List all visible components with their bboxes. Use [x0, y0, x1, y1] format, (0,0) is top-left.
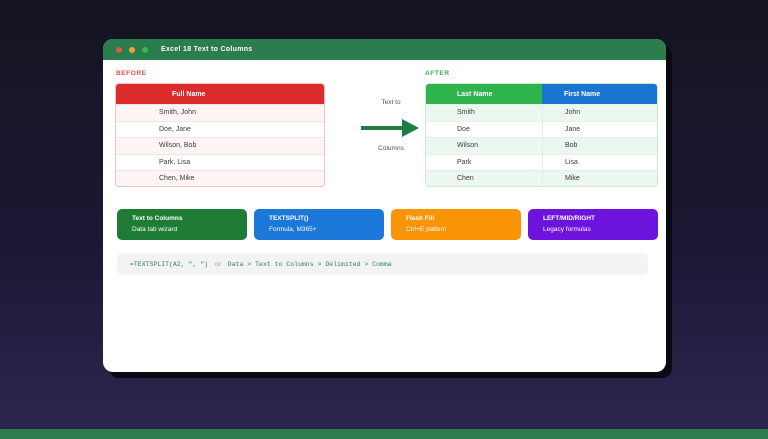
- table-row: Smith John: [426, 104, 657, 121]
- minimize-button[interactable]: [129, 46, 135, 53]
- after-table-header-lastname: Last Name: [426, 84, 542, 104]
- arrow-head: [402, 119, 419, 137]
- before-label: BEFORE: [116, 70, 147, 77]
- window-titlebar: Excel 18 Text to Columns: [103, 39, 666, 60]
- transform-label-bottom: Columns: [378, 145, 404, 152]
- card-subtitle: Data tab wizard: [132, 226, 178, 233]
- method-card-left-mid-right[interactable]: LEFT/MID/RIGHT Legacy formulas: [528, 209, 658, 240]
- table-row: Park Lisa: [426, 153, 657, 170]
- close-button[interactable]: [116, 46, 122, 53]
- arrow-right-icon: [355, 119, 427, 137]
- window-title: Excel 18 Text to Columns: [161, 46, 253, 53]
- maximize-button[interactable]: [142, 46, 148, 53]
- menu-path-text: Data > Text to Columns > Delimited > Com…: [227, 260, 392, 268]
- table-row: Chen, Mike: [116, 170, 324, 186]
- table-cell: Jane: [542, 121, 657, 137]
- after-table-header-row: Last Name First Name: [426, 84, 657, 104]
- formula-bar: =TEXTSPLIT(A2, ", ") or Data > Text to C…: [117, 253, 648, 275]
- card-title: Flash Fill: [406, 215, 435, 222]
- before-table: Full Name Smith, John Doe, Jane Wilson, …: [115, 83, 325, 187]
- table-cell: Smith: [457, 109, 475, 117]
- transform-label-top: Text to: [381, 99, 401, 106]
- formula-text: =TEXTSPLIT(A2, ", "): [130, 260, 209, 268]
- card-title: TEXTSPLIT(): [269, 215, 309, 222]
- table-cell: Lisa: [542, 154, 657, 170]
- method-card-text-to-columns[interactable]: Text to Columns Data tab wizard: [117, 209, 247, 240]
- after-table: Last Name First Name Smith John Doe Jane…: [425, 83, 658, 187]
- table-row: Wilson, Bob: [116, 137, 324, 154]
- table-row: Doe, Jane: [116, 120, 324, 137]
- card-title: Text to Columns: [132, 215, 183, 222]
- transform-indicator: Text to Columns: [355, 83, 427, 187]
- table-row: Smith, John: [116, 104, 324, 121]
- before-table-header: Full Name: [116, 84, 324, 104]
- card-subtitle: Legacy formulas: [543, 226, 591, 233]
- table-cell: Chen: [457, 175, 474, 183]
- table-row: Doe Jane: [426, 120, 657, 137]
- arrow-shaft: [361, 126, 403, 130]
- table-cell: John: [542, 105, 657, 121]
- formula-or-separator: or: [215, 260, 221, 268]
- app-window: Excel 18 Text to Columns BEFORE Full Nam…: [103, 39, 666, 372]
- table-cell: Doe: [457, 125, 470, 133]
- card-subtitle: Formula, M365+: [269, 226, 317, 233]
- table-row: Chen Mike: [426, 170, 657, 186]
- table-row: Wilson Bob: [426, 137, 657, 154]
- traffic-lights: [116, 46, 148, 53]
- table-cell: Mike: [542, 171, 657, 186]
- after-table-header-firstname: First Name: [542, 84, 657, 104]
- table-cell: Park: [457, 158, 472, 166]
- table-cell: Wilson: [457, 142, 479, 150]
- bottom-accent-bar: [0, 429, 768, 439]
- table-row: Park, Lisa: [116, 153, 324, 170]
- card-title: LEFT/MID/RIGHT: [543, 215, 595, 222]
- table-cell: Bob: [542, 138, 657, 154]
- card-subtitle: Ctrl+E pattern: [406, 226, 447, 233]
- method-cards: Text to Columns Data tab wizard TEXTSPLI…: [117, 209, 658, 240]
- method-card-textsplit[interactable]: TEXTSPLIT() Formula, M365+: [254, 209, 384, 240]
- method-card-flash-fill[interactable]: Flash Fill Ctrl+E pattern: [391, 209, 521, 240]
- after-label: AFTER: [425, 70, 450, 77]
